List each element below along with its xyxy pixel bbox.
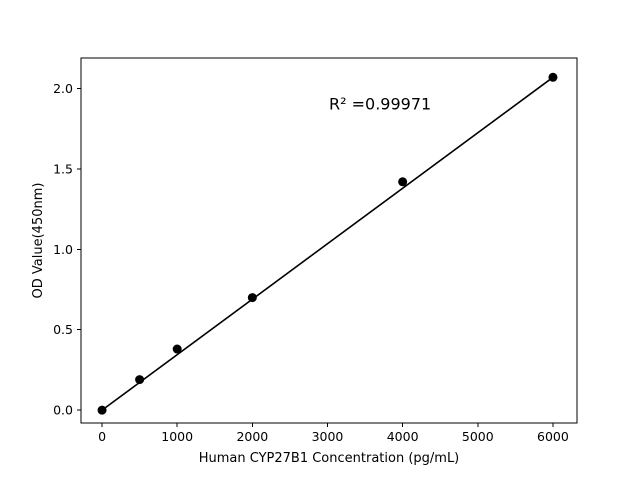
data-point — [398, 177, 408, 187]
x-tick-label: 0 — [98, 429, 106, 444]
data-point — [548, 72, 558, 82]
y-axis-label: OD Value(450nm) — [31, 183, 46, 299]
x-tick-label: 4000 — [387, 429, 419, 444]
y-tick-label: 1.5 — [53, 161, 73, 176]
y-axis: 0.0 0.5 1.0 1.5 2.0 — [53, 81, 81, 418]
y-tick-label: 2.0 — [53, 81, 73, 96]
x-tick-label: 6000 — [537, 429, 569, 444]
data-point — [97, 405, 107, 415]
plot-frame — [80, 57, 578, 424]
x-tick-label: 1000 — [161, 429, 193, 444]
fit-line — [101, 76, 554, 411]
x-tick-label: 5000 — [462, 429, 494, 444]
data-point — [247, 293, 257, 303]
y-tick-label: 0.5 — [53, 322, 73, 337]
y-tick-label: 1.0 — [53, 242, 73, 257]
x-tick-label: 2000 — [236, 429, 268, 444]
data-point — [172, 344, 182, 354]
r-squared-annotation: R² =0.99971 — [329, 95, 431, 114]
data-point — [135, 375, 145, 385]
x-axis: 0 1000 2000 3000 4000 5000 6000 — [98, 423, 569, 444]
x-axis-label: Human CYP27B1 Concentration (pg/mL) — [199, 451, 460, 466]
y-tick-label: 0.0 — [53, 403, 73, 418]
data-points — [97, 72, 558, 415]
x-tick-label: 3000 — [312, 429, 344, 444]
